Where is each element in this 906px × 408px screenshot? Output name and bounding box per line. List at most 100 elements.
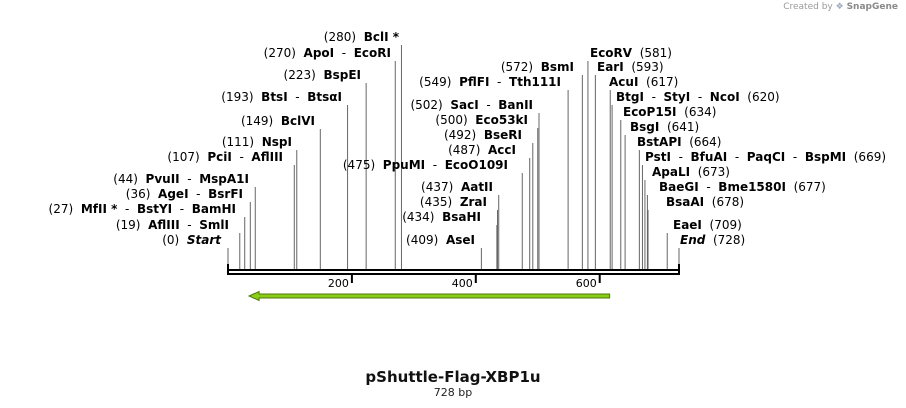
enzyme-name: EcoP15I [623, 105, 677, 119]
feature-track [247, 290, 611, 302]
enzyme-name: BsgI [630, 120, 659, 134]
cut-position: (435) [420, 195, 460, 209]
enzyme-name: AseI [446, 233, 475, 247]
enzyme-label: (36) AgeI - BsrFI [126, 187, 243, 201]
enzyme-name: ApoI [304, 46, 335, 60]
enzyme-name: MspA1I [199, 172, 249, 186]
enzyme-name: BclVI [281, 114, 315, 128]
enzyme-label: (149) BclVI [241, 114, 315, 128]
enzyme-label: BtgI - StyI - NcoI (620) [616, 90, 780, 104]
enzyme-label: (492) BseRI [444, 128, 522, 142]
enzyme-name: PpuMI [383, 158, 425, 172]
enzyme-name: End [680, 233, 706, 247]
enzyme-label: BsgI (641) [630, 120, 699, 134]
enzyme-labels: (0) Start(19) AflIII - SmlI(27) MfII * -… [49, 30, 886, 247]
enzyme-name: PaqCI [747, 150, 785, 164]
enzyme-name: AflIII [251, 150, 283, 164]
enzyme-name: BtsαI [307, 90, 342, 104]
cut-position: (492) [444, 128, 484, 142]
enzyme-name: BstYI [137, 202, 172, 216]
cut-position: (149) [241, 114, 281, 128]
enzyme-label: (280) BclI * [324, 30, 400, 44]
feature-arrow [247, 290, 611, 302]
enzyme-label: AcuI (617) [609, 75, 678, 89]
enzyme-label: PstI - BfuAI - PaqCI - BspMI (669) [645, 150, 886, 164]
enzyme-label: (500) Eco53kI [435, 113, 528, 127]
linear-map: 200 400 600 (0) Start(19) AflIII - SmlI(27… [49, 30, 886, 302]
enzyme-name: PstI [645, 150, 671, 164]
watermark-brand: SnapGene [846, 2, 898, 12]
cut-position: (19) [116, 218, 148, 232]
enzyme-label: BsaAI (678) [666, 195, 744, 209]
enzyme-name: BaeGI [659, 180, 699, 194]
cut-position: (634) [677, 105, 717, 119]
ruler-tick-label: 600 [576, 277, 597, 290]
enzyme-label: (270) ApoI - EcoRI [264, 46, 391, 60]
cut-position: (581) [632, 46, 672, 60]
enzyme-name: Eco53kI [475, 113, 528, 127]
enzyme-name: MfII * [81, 202, 118, 216]
enzyme-name: BclI * [364, 30, 400, 44]
enzyme-name: BtgI [616, 90, 644, 104]
separator: - [479, 98, 499, 112]
cut-position: (572) [501, 60, 541, 74]
enzyme-name: BspEI [323, 68, 361, 82]
cut-position: (641) [659, 120, 699, 134]
enzyme-label: BaeGI - Bme1580I (677) [659, 180, 826, 194]
cut-position: (500) [435, 113, 475, 127]
separator: - [180, 218, 200, 232]
enzyme-name: EaeI [673, 218, 702, 232]
enzyme-name: Start [187, 233, 222, 247]
enzyme-label: EcoP15I (634) [623, 105, 716, 119]
enzyme-label: (487) AccI [448, 143, 516, 157]
enzyme-label: (437) AatII [421, 180, 493, 194]
enzyme-name: StyI [664, 90, 691, 104]
separator: - [288, 90, 308, 104]
cut-position: (270) [264, 46, 304, 60]
cut-position: (475) [343, 158, 383, 172]
enzyme-label: (409) AseI [406, 233, 475, 247]
enzyme-label: (223) BspEI [284, 68, 361, 82]
cut-position: (728) [705, 233, 745, 247]
enzyme-name: Bme1580I [718, 180, 786, 194]
enzyme-name: BanII [498, 98, 533, 112]
enzyme-name: PflFI [459, 75, 489, 89]
cut-position: (409) [406, 233, 446, 247]
enzyme-name: AatII [461, 180, 493, 194]
cut-position: (617) [638, 75, 678, 89]
cut-position: (673) [690, 165, 730, 179]
cut-position: (27) [49, 202, 81, 216]
enzyme-name: ZraI [460, 195, 487, 209]
enzyme-label: (434) BsaHI [402, 210, 481, 224]
cut-position: (437) [421, 180, 461, 194]
enzyme-name: EcoRV [590, 46, 633, 60]
enzyme-name: PciI [207, 150, 232, 164]
enzyme-name: BsrFI [208, 187, 243, 201]
enzyme-label: (572) BsmI [501, 60, 574, 74]
enzyme-name: AcuI [609, 75, 638, 89]
cut-position: (0) [162, 233, 187, 247]
snapgene-watermark: Created by ❖ SnapGene [783, 2, 898, 12]
separator: - [699, 180, 719, 194]
enzyme-name: BamHI [192, 202, 236, 216]
separator: - [489, 75, 509, 89]
enzyme-name: BtsI [261, 90, 288, 104]
enzyme-label: (27) MfII * - BstYI - BamHI [49, 202, 236, 216]
enzyme-label: (107) PciI - AflIII [167, 150, 283, 164]
enzyme-label: EcoRV (581) [590, 46, 672, 60]
enzyme-name: AgeI [158, 187, 188, 201]
cut-position: (193) [221, 90, 261, 104]
cut-position: (223) [284, 68, 324, 82]
enzyme-name: BsmI [541, 60, 574, 74]
enzyme-label: (549) PflFI - Tth111I [419, 75, 561, 89]
watermark-prefix: Created by [783, 2, 833, 12]
cut-position: (434) [402, 210, 442, 224]
cut-position: (111) [222, 135, 262, 149]
enzyme-name: EcoO109I [445, 158, 508, 172]
cut-position: (549) [419, 75, 459, 89]
separator: - [189, 187, 209, 201]
plasmid-name: pShuttle-Flag-XBP1u [365, 368, 541, 386]
separator: - [334, 46, 354, 60]
separator: - [425, 158, 445, 172]
enzyme-name: SacI [450, 98, 478, 112]
